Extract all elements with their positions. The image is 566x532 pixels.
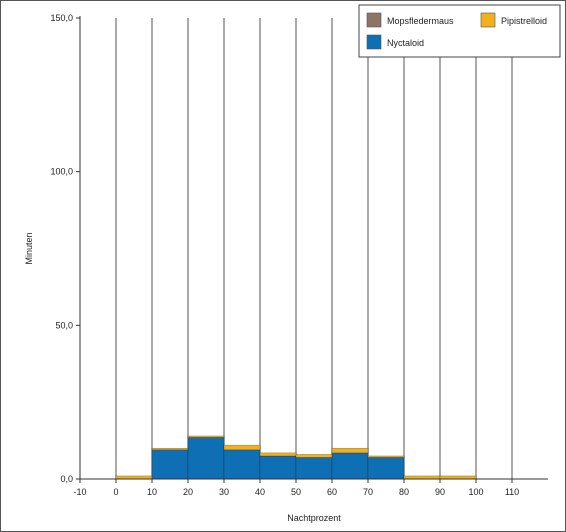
x-axis-title: Nachtprozent <box>287 513 341 523</box>
x-tick-label: 10 <box>147 487 157 497</box>
legend-swatch-pipistrelloid <box>480 12 496 28</box>
bar-pipistrelloid-20 <box>187 435 225 438</box>
bar-pipistrelloid-40 <box>259 452 297 457</box>
legend: Mopsfledermaus Pipistrelloid Nyctaloid <box>358 4 561 58</box>
legend-box <box>358 4 561 58</box>
x-tick-label: 30 <box>219 487 229 497</box>
bar-nyctaloid-50 <box>295 457 333 480</box>
bar-pipistrelloid-30 <box>223 444 261 451</box>
bar-nyctaloid-60 <box>331 452 369 480</box>
gridlines <box>115 18 513 479</box>
x-tick-label: 80 <box>399 487 409 497</box>
bar-nyctaloid-40 <box>259 455 297 480</box>
y-tick-label: 100,0 <box>50 167 73 177</box>
bar-nyctaloid-30 <box>223 449 261 480</box>
y-tick-label: 150,0 <box>50 13 73 23</box>
legend-label-pipistrelloid: Pipistrelloid <box>501 16 547 26</box>
x-tick-label: 100 <box>468 487 483 497</box>
x-tick-label: 20 <box>183 487 193 497</box>
y-axis-title: Minuten <box>24 232 34 264</box>
x-tick-label: 50 <box>291 487 301 497</box>
bar-pipistrelloid-10 <box>151 447 189 451</box>
bar-nyctaloid-70 <box>367 457 405 480</box>
bar-nyctaloid-20 <box>187 437 225 480</box>
legend-swatch-mopsfledermaus <box>366 12 382 28</box>
bar-pipistrelloid-60 <box>331 447 369 454</box>
axes <box>76 16 548 483</box>
legend-label-mopsfledermaus: Mopsfledermaus <box>387 16 454 26</box>
x-tick-label: -10 <box>73 487 86 497</box>
legend-swatch-nyctaloid <box>366 34 382 50</box>
bar-pipistrelloid-50 <box>295 454 333 458</box>
y-tick-label: 50,0 <box>55 320 73 330</box>
x-tick-label: 0 <box>113 487 118 497</box>
x-tick-label: 90 <box>435 487 445 497</box>
x-tick-label: 70 <box>363 487 373 497</box>
y-tick-labels: 0,0 50,0 100,0 150,0 <box>50 13 73 484</box>
y-tick-label: 0,0 <box>60 474 73 484</box>
legend-label-nyctaloid: Nyctaloid <box>387 38 424 48</box>
x-tick-label: 110 <box>505 487 519 497</box>
x-tick-label: 40 <box>255 487 265 497</box>
bars <box>115 435 477 480</box>
x-tick-label: 60 <box>327 487 337 497</box>
x-tick-labels: -10 0 10 20 30 40 50 60 70 80 90 100 110 <box>73 487 519 497</box>
bar-nyctaloid-10 <box>151 449 189 480</box>
bar-pipistrelloid-70 <box>367 455 405 458</box>
